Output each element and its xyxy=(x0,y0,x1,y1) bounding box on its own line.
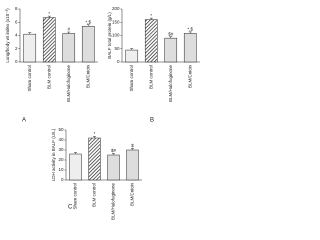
y-tick-label: 150 xyxy=(112,19,120,24)
y-axis-label: Lung/body wt index (x10⁻³) xyxy=(5,8,10,63)
y-tick-label: 0 xyxy=(61,177,64,182)
x-tick-label: Sham control xyxy=(129,65,134,92)
bar xyxy=(126,149,139,181)
significance-marker: # xyxy=(67,27,70,32)
figure: 0 2 4 6 8 Lung/body wt index (x10⁻³) Sham cont… xyxy=(5,6,200,221)
significance-marker: $ xyxy=(131,143,134,148)
panel-label: B xyxy=(150,118,154,124)
panel-label: C xyxy=(68,205,73,211)
y-tick-label: 50 xyxy=(114,46,120,51)
x-tick-label: Sham control xyxy=(73,183,78,210)
significance-marker: * xyxy=(48,11,50,16)
y-tick-label: 40 xyxy=(58,137,64,142)
bar xyxy=(107,154,120,181)
y-tick-label: 8 xyxy=(15,6,18,11)
significance-marker: *,$ xyxy=(187,27,193,32)
significance-marker: $# xyxy=(111,148,117,153)
x-tick-label: BLM/Halofuginone xyxy=(111,183,116,221)
significance-marker: * xyxy=(150,13,152,18)
bar xyxy=(164,37,178,63)
x-tick-label: BLM control xyxy=(92,183,97,207)
y-tick-label: 4 xyxy=(15,33,18,38)
y-tick-label: 50 xyxy=(58,127,64,132)
bar xyxy=(183,33,197,63)
bar xyxy=(88,137,101,181)
y-tick-label: 10 xyxy=(58,167,64,172)
x-tick-label: BLM/Halofuginone xyxy=(168,65,173,103)
y-axis-label: BALF total protein (g/L) xyxy=(107,12,112,59)
bar xyxy=(62,33,76,63)
y-tick-label: 0 xyxy=(117,59,120,64)
y-axis-label: LDH activity in BALF (U/L) xyxy=(51,128,56,181)
y-tick-label: 6 xyxy=(15,19,18,24)
x-tick-label: Sham control xyxy=(27,65,32,92)
x-tick-label: BLM/Cnicin xyxy=(187,65,192,89)
bar xyxy=(69,153,82,181)
y-tick-label: 100 xyxy=(112,33,120,38)
bar xyxy=(42,17,56,63)
y-tick-label: 200 xyxy=(112,6,120,11)
bar xyxy=(81,25,95,63)
x-tick-label: BLM/Cnicin xyxy=(85,65,90,89)
bar xyxy=(23,33,37,63)
y-tick-label: 30 xyxy=(58,147,64,152)
significance-marker: * xyxy=(94,131,96,136)
x-tick-label: BLM control xyxy=(148,65,153,89)
bar xyxy=(144,19,158,63)
x-tick-label: BLM/Cnicin xyxy=(130,183,135,207)
y-tick-label: 2 xyxy=(15,46,18,51)
x-tick-label: BLM control xyxy=(46,65,51,89)
significance-marker: $# xyxy=(168,31,174,36)
y-tick-label: 0 xyxy=(15,59,18,64)
y-tick-label: 20 xyxy=(58,157,64,162)
x-tick-label: BLM/Halofuginone xyxy=(66,65,71,103)
panel-label: A xyxy=(22,118,26,124)
bar xyxy=(125,49,139,63)
significance-marker: *,$ xyxy=(85,19,91,24)
